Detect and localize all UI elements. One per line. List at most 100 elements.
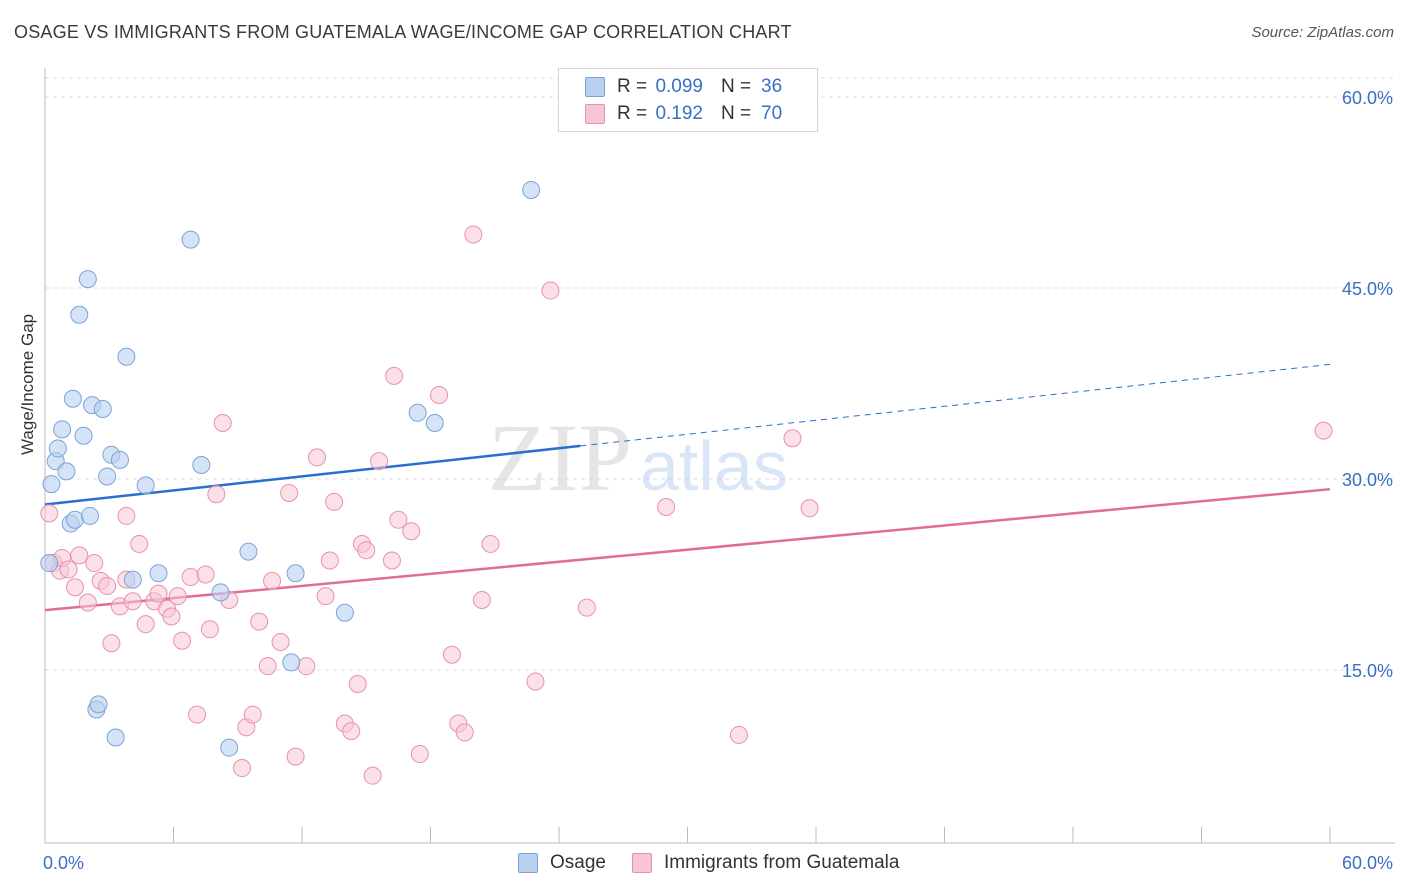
- point-osage: [211, 583, 230, 602]
- point-osage: [110, 450, 129, 469]
- point-guatemala: [149, 584, 168, 603]
- point-osage: [239, 542, 258, 561]
- point-osage: [78, 270, 97, 289]
- y-tick-label: 30.0%: [1342, 470, 1393, 490]
- point-guatemala: [541, 281, 560, 300]
- point-guatemala: [280, 484, 299, 503]
- n-label: N =: [721, 103, 752, 124]
- y-tick-label: 60.0%: [1342, 88, 1393, 108]
- point-osage: [80, 506, 99, 525]
- r-label: R =: [617, 103, 648, 124]
- watermark-atlas: atlas: [640, 427, 788, 505]
- stats-legend: R = 0.099 N = 36 R = 0.192 N = 70: [558, 68, 818, 132]
- point-guatemala: [410, 745, 429, 764]
- point-guatemala: [286, 747, 305, 766]
- point-guatemala: [370, 452, 389, 471]
- point-guatemala: [402, 522, 421, 541]
- point-osage: [40, 554, 59, 573]
- point-osage: [117, 347, 136, 366]
- point-guatemala: [577, 598, 596, 617]
- point-osage: [98, 467, 117, 486]
- osage-swatch: [518, 853, 538, 873]
- r-label: R =: [617, 76, 648, 97]
- point-guatemala: [200, 620, 219, 639]
- point-osage: [522, 180, 541, 199]
- point-guatemala: [526, 672, 545, 691]
- point-osage: [335, 603, 354, 622]
- point-guatemala: [78, 593, 97, 612]
- point-osage: [89, 695, 108, 714]
- point-osage: [123, 570, 142, 589]
- x-tick-label: 0.0%: [43, 853, 84, 873]
- trend-line-osage: [44, 444, 581, 506]
- point-osage: [220, 738, 239, 757]
- point-guatemala: [464, 225, 483, 244]
- stats-legend-row-guatemala: R = 0.192 N = 70: [585, 102, 782, 126]
- source-label: Source: ZipAtlas.com: [1251, 24, 1394, 41]
- point-osage: [408, 403, 427, 422]
- point-osage: [181, 230, 200, 249]
- point-osage: [149, 564, 168, 583]
- legend-item-osage[interactable]: Osage: [518, 852, 606, 874]
- point-layer: [40, 180, 1333, 785]
- grid-layer: [45, 77, 1395, 671]
- point-guatemala: [430, 385, 449, 404]
- point-osage: [136, 476, 155, 495]
- point-guatemala: [263, 571, 282, 590]
- point-guatemala: [70, 546, 89, 565]
- tick-label-layer: 15.0% 30.0% 45.0% 60.0% 0.0% 60.0%: [43, 88, 1393, 873]
- point-guatemala: [472, 590, 491, 609]
- point-osage: [42, 475, 61, 494]
- watermark: ZIP atlas: [488, 404, 788, 511]
- point-guatemala: [297, 657, 316, 676]
- point-guatemala: [196, 565, 215, 584]
- point-osage: [65, 510, 84, 529]
- point-guatemala: [1314, 421, 1333, 440]
- point-guatemala: [250, 612, 269, 631]
- point-guatemala: [342, 722, 361, 741]
- legend-label-osage: Osage: [550, 852, 606, 873]
- point-guatemala: [102, 634, 121, 653]
- point-guatemala: [243, 705, 262, 724]
- trend-line-osage-extension: [580, 363, 1331, 447]
- r-value: 0.099: [655, 76, 703, 97]
- stats-legend-row-osage: R = 0.099 N = 36: [585, 75, 782, 99]
- osage-swatch: [585, 77, 605, 97]
- point-guatemala: [181, 568, 200, 587]
- point-guatemala: [213, 413, 232, 432]
- series-legend: Osage Immigrants from Guatemala: [518, 852, 925, 874]
- y-tick-label: 45.0%: [1342, 279, 1393, 299]
- point-guatemala: [382, 551, 401, 570]
- y-axis-label: Wage/Income Gap: [18, 313, 37, 455]
- point-guatemala: [800, 499, 819, 518]
- point-osage: [286, 564, 305, 583]
- point-guatemala: [481, 534, 500, 553]
- point-guatemala: [320, 551, 339, 570]
- point-guatemala: [258, 657, 277, 676]
- r-value: 0.192: [655, 103, 703, 124]
- point-guatemala: [117, 506, 136, 525]
- n-value: 36: [761, 76, 783, 97]
- point-guatemala: [442, 645, 461, 664]
- point-guatemala: [357, 541, 376, 560]
- axis-layer: [44, 68, 1395, 844]
- point-guatemala: [59, 560, 78, 579]
- point-guatemala: [85, 554, 104, 573]
- point-guatemala: [783, 429, 802, 448]
- x-tick-label: 60.0%: [1342, 853, 1393, 873]
- point-guatemala: [325, 492, 344, 511]
- point-guatemala: [168, 587, 187, 606]
- point-guatemala: [162, 607, 181, 626]
- point-guatemala: [65, 578, 84, 597]
- point-guatemala: [98, 576, 117, 595]
- point-guatemala: [657, 498, 676, 517]
- point-guatemala: [233, 759, 252, 778]
- point-osage: [70, 305, 89, 324]
- point-guatemala: [385, 366, 404, 385]
- point-guatemala: [348, 675, 367, 694]
- legend-item-guatemala[interactable]: Immigrants from Guatemala: [631, 852, 899, 874]
- point-osage: [57, 462, 76, 481]
- point-guatemala: [729, 725, 748, 744]
- point-osage: [93, 399, 112, 418]
